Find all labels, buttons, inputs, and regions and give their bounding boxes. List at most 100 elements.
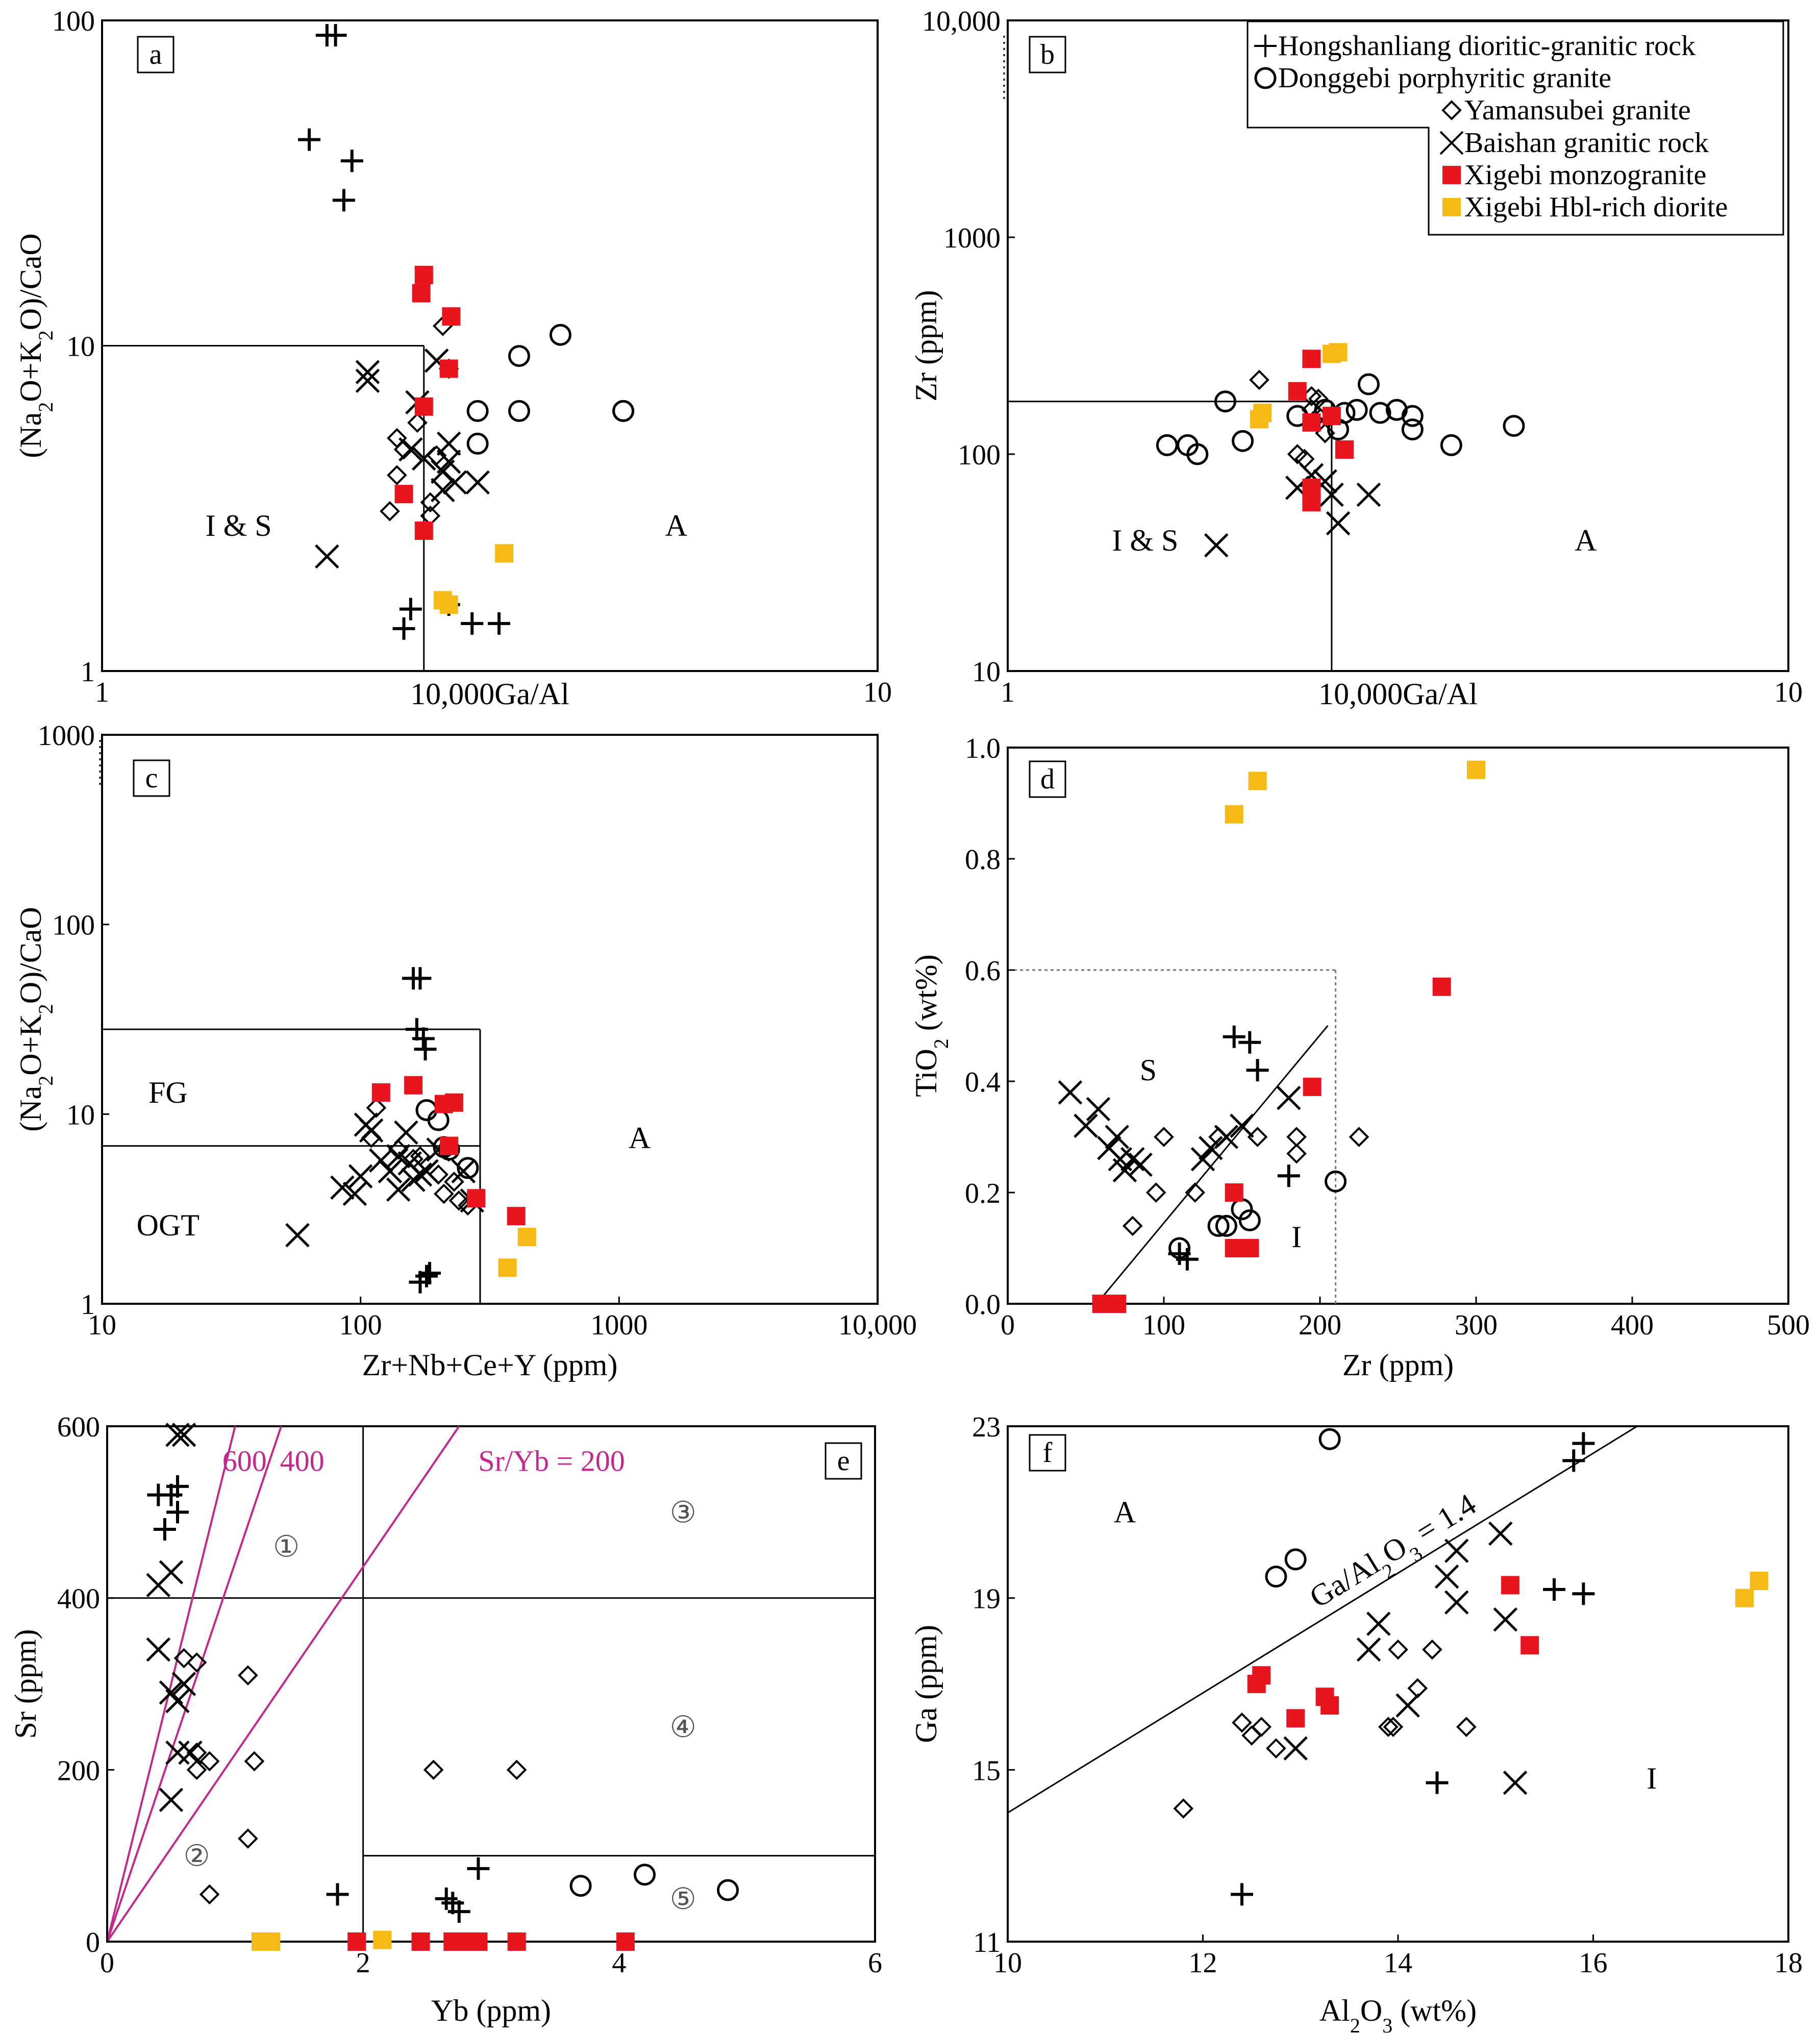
panel-b-ylabel: Zr (ppm) <box>909 290 943 401</box>
panel-c-point-cross <box>451 1159 476 1183</box>
panel-e-ratio-label: Sr/Yb = 200 <box>478 1444 625 1477</box>
panel-f-point-plus <box>1426 1771 1449 1794</box>
panel-d-point-plus <box>1238 1031 1261 1054</box>
panel-e-point-plus <box>447 1900 470 1923</box>
panel-d-point-diamond <box>1122 1216 1143 1236</box>
panel-d-point-diamond <box>1286 1143 1307 1164</box>
panel-b-xlabel: 10,000Ga/Al <box>1318 677 1478 711</box>
panel-a-xlabel: 10,000Ga/Al <box>410 677 569 711</box>
panel-d-point-diamond <box>1349 1127 1369 1147</box>
panel-b-letter-box <box>1029 36 1066 73</box>
panel-a-point-cross <box>355 368 380 393</box>
panel-c-letter: c <box>145 762 158 794</box>
panel-b-xtick-label: 1 <box>1001 677 1015 708</box>
panel-d-ytick-label: 1.0 <box>965 733 1001 764</box>
panel-d-ylabel: TiO2 (wt%) <box>909 954 953 1097</box>
panel-e-xtick-label: 0 <box>100 1947 114 1979</box>
panel-f-xlabel: Al2O3 (wt%) <box>1319 1994 1477 2034</box>
panel-c-point-plus <box>409 967 432 990</box>
panel-a-point-cross <box>315 544 339 569</box>
panel-e-point-diamond <box>199 1884 220 1905</box>
panel-e-point-diamond <box>244 1751 265 1772</box>
panel-c-region-label: OGT <box>137 1208 200 1242</box>
panel-a-point-circle <box>549 324 571 346</box>
panel-c-point-cross <box>342 1181 367 1206</box>
panel-b-point-cross <box>1319 482 1344 507</box>
panel-f-boundary-line <box>1008 1426 1638 1814</box>
panel-e-field-number: ② <box>184 1840 210 1873</box>
legend: Hongshanliang dioritic-granitic rockDong… <box>1246 20 1784 236</box>
panel-c-point-diamond <box>448 1190 469 1211</box>
panel-d-point-cross <box>1112 1158 1137 1183</box>
panel-d-ytick-label: 0.6 <box>965 955 1001 987</box>
panel-f-point-diamond <box>1232 1712 1252 1733</box>
panel-e-xtick-label: 2 <box>356 1947 370 1979</box>
panel-d-point-cross <box>1128 1152 1153 1177</box>
panel-d-point-square-red <box>1108 1295 1127 1313</box>
panel-d-ytick-label: 0.4 <box>965 1066 1001 1098</box>
panel-a-point-diamond <box>393 439 414 460</box>
panel-d-point-plus <box>1246 1059 1269 1082</box>
panel-e-field-number: ③ <box>670 1496 696 1529</box>
panel-d-point-circle <box>1215 1214 1237 1237</box>
panel-c-point-cross <box>359 1118 384 1143</box>
panel-a-point-cross <box>436 431 461 456</box>
panel-f-point-diamond <box>1422 1639 1442 1660</box>
panel-f-ytick-label: 19 <box>972 1583 1001 1615</box>
panel-e-point-square-red <box>411 1932 430 1951</box>
panel-e-point-cross <box>165 1740 190 1765</box>
panel-a-point-cross <box>465 470 490 495</box>
panel-d-point-cross <box>1214 1125 1239 1149</box>
panel-d-point-square-yellow <box>1225 805 1243 824</box>
panel-e-frame <box>106 1425 876 1943</box>
legend-label-2: Yamansubei granite <box>1464 94 1691 126</box>
panel-e-ytick-label: 400 <box>57 1583 100 1615</box>
panel-f-point-square-red <box>1252 1666 1271 1685</box>
panel-d-point-plus <box>1223 1025 1245 1048</box>
panel-f-point-diamond <box>1388 1639 1408 1660</box>
panel-f-ytick-label: 23 <box>972 1411 1001 1443</box>
panel-e-point-square-red <box>616 1932 635 1951</box>
panel-a-point-plus <box>461 612 484 635</box>
panel-e-letter-box <box>825 1442 862 1480</box>
panel-c-region-label: FG <box>148 1076 188 1109</box>
panel-c-point-square-yellow <box>498 1258 517 1277</box>
panel-a-point-diamond <box>387 428 407 449</box>
panel-e-point-cross <box>165 1423 190 1447</box>
panel-f-ytick-label: 11 <box>973 1927 1001 1958</box>
panel-e-point-cross <box>146 1637 171 1662</box>
panel-c-point-diamond <box>444 1172 464 1192</box>
panel-c-point-diamond <box>366 1098 387 1118</box>
panel-e-point-square-red <box>347 1932 366 1951</box>
panel-c-xlabel: Zr+Nb+Ce+Y (ppm) <box>362 1348 618 1382</box>
panel-d-point-diamond <box>1286 1127 1307 1147</box>
panel-e-point-plus <box>326 1883 349 1906</box>
panel-f-xtick-label: 18 <box>1774 1947 1803 1979</box>
panel-a-point-square-red <box>414 522 433 540</box>
panel-f-point-square-red <box>1320 1696 1339 1715</box>
legend-marker-diamond <box>1441 100 1462 120</box>
panel-d-point-square-yellow <box>1248 772 1267 790</box>
panel-f-point-plus <box>1543 1578 1565 1601</box>
panel-a-point-square-red <box>442 307 461 326</box>
panel-b-point-square-red <box>1302 413 1321 432</box>
panel-e-ylabel: Sr (ppm) <box>9 1629 42 1739</box>
panel-a-point-plus <box>392 617 415 640</box>
panel-c-point-square-yellow <box>517 1228 536 1247</box>
panel-d-point-circle <box>1238 1209 1261 1231</box>
panel-c-letter-box <box>133 759 170 797</box>
panel-a-point-plus <box>399 598 422 621</box>
panel-d-ytick-label: 0.0 <box>965 1289 1001 1321</box>
panel-a-point-diamond <box>407 412 428 433</box>
panel-f-region-label: A <box>1114 1495 1136 1529</box>
panel-f-region-label: I <box>1647 1762 1657 1795</box>
panel-f-point-square-red <box>1501 1576 1519 1595</box>
legend-label-5: Xigebi Hbl-rich diorite <box>1464 191 1728 223</box>
panel-e-point-plus <box>153 1518 176 1541</box>
panel-d-point-cross <box>1277 1085 1301 1110</box>
panel-f-point-cross <box>1356 1637 1381 1662</box>
panel-d-point-square-red <box>1092 1295 1111 1313</box>
panel-a-point-plus <box>298 128 321 151</box>
panel-a-ytick-label: 10 <box>66 331 95 363</box>
panel-b-point-cross <box>1204 533 1229 558</box>
